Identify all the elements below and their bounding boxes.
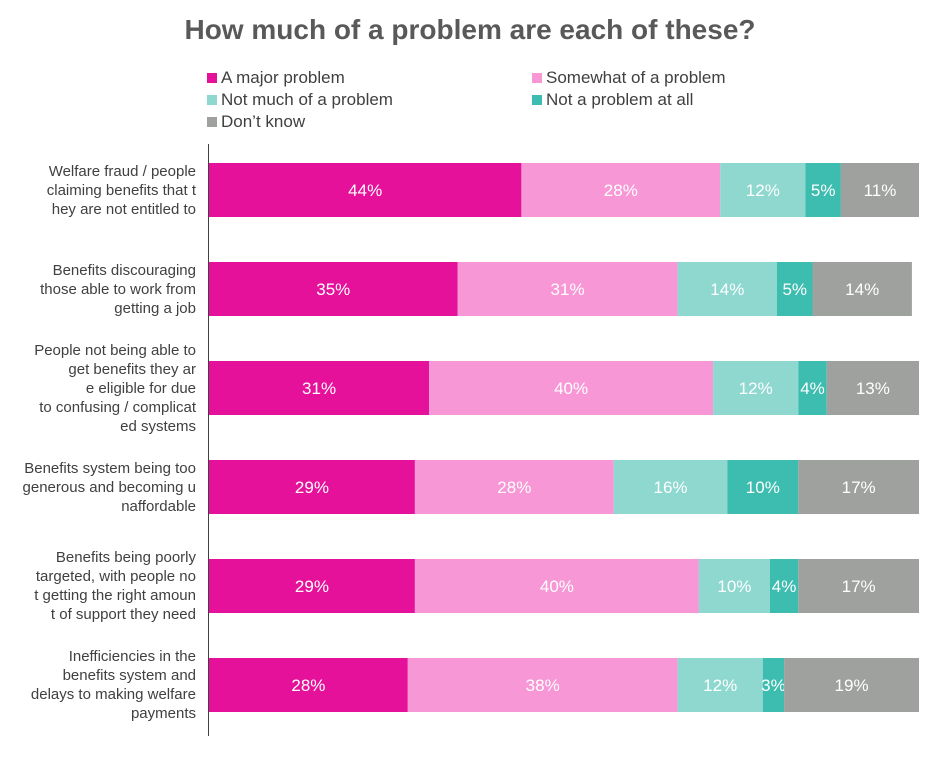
data-label-row3-series2: 16% [653,478,687,497]
data-label-row2-series0: 31% [302,379,336,398]
category-label-poorly-targeted: Benefits being poorly targeted, with peop… [34,549,196,623]
data-label-row1-series1: 31% [551,280,585,299]
bar-segment-row4-series0 [209,559,415,613]
data-label-row3-series0: 29% [295,478,329,497]
bar-segment-row0-series2 [720,163,806,217]
data-label-row1-series3: 5% [782,280,807,299]
data-label-row0-series1: 28% [604,181,638,200]
bar-segment-row0-series0 [209,163,522,217]
legend-swatch-dont-know [207,117,217,127]
data-label-row2-series1: 40% [554,379,588,398]
data-label-row0-series3: 5% [811,181,836,200]
legend-swatch-not-at-all [532,95,542,105]
bar-segment-row3-series1 [414,460,614,514]
category-label-too-generous: Benefits system being too generous and be… [22,460,196,515]
bar-segment-row2-series0 [209,361,430,415]
bar-segment-row4-series2 [698,559,770,613]
bar-segment-row2-series4 [826,361,919,415]
bar-segment-row3-series2 [613,460,728,514]
data-label-row4-series0: 29% [295,577,329,596]
bar-segment-row4-series4 [798,559,919,613]
bar-segment-row5-series1 [407,658,678,712]
data-label-row1-series2: 14% [710,280,744,299]
category-label-not-able-to-get: People not being able to get benefits the… [34,342,196,435]
bar-segment-row5-series3 [762,658,785,712]
bar-segment-row2-series2 [713,361,799,415]
legend-swatch-major [207,73,217,83]
data-label-row2-series3: 4% [800,379,825,398]
data-label-row5-series1: 38% [526,676,560,695]
bar-segment-row1-series4 [812,262,912,316]
category-label-discouraging-work: Benefits discouraging those able to work … [40,262,196,317]
category-axis-line [208,144,209,736]
data-label-row4-series2: 10% [717,577,751,596]
bar-segment-row0-series3 [805,163,841,217]
bar-segment-row0-series4 [840,163,919,217]
data-label-row5-series2: 12% [703,676,737,695]
data-label-row3-series1: 28% [497,478,531,497]
bar-segment-row3-series4 [798,460,919,514]
bar-segment-row1-series0 [209,262,458,316]
bar-segment-row3-series3 [727,460,799,514]
legend-label-somewhat: Somewhat of a problem [546,68,726,87]
data-label-row4-series1: 40% [540,577,574,596]
chart-title: How much of a problem are each of these? [184,14,756,45]
data-label-row5-series4: 19% [835,676,869,695]
legend-label-not-at-all: Not a problem at all [546,90,694,109]
data-label-row5-series3: 3% [761,676,786,695]
data-label-row0-series2: 12% [746,181,780,200]
bar-segment-row5-series4 [784,658,919,712]
bar-segment-row1-series1 [457,262,678,316]
bar-segment-row0-series1 [521,163,721,217]
bar-segment-row2-series1 [429,361,714,415]
data-label-row5-series0: 28% [291,676,325,695]
legend-label-major: A major problem [221,68,345,87]
data-label-row2-series2: 12% [739,379,773,398]
bar-segment-row2-series3 [798,361,827,415]
bar-segment-row5-series2 [677,658,763,712]
legend-swatch-not-much [207,95,217,105]
data-label-row0-series0: 44% [348,181,382,200]
data-label-row0-series4: 11% [864,181,897,200]
data-label-row2-series4: 13% [856,379,890,398]
data-label-row4-series3: 4% [772,577,797,596]
bar-segment-row3-series0 [209,460,415,514]
data-label-row3-series3: 10% [746,478,780,497]
bar-segment-row5-series0 [209,658,408,712]
legend-label-not-much: Not much of a problem [221,90,393,109]
data-label-row3-series4: 17% [842,478,876,497]
legend-label-dont-know: Don’t know [221,112,306,131]
bar-segment-row1-series2 [677,262,777,316]
category-label-welfare-fraud: Welfare fraud / people claiming benefits … [46,163,196,218]
data-label-row1-series0: 35% [316,280,350,299]
data-label-row4-series4: 17% [842,577,876,596]
category-label-inefficiencies: Inefficiencies in the benefits system and… [30,648,196,722]
legend-swatch-somewhat [532,73,542,83]
bar-segment-row1-series3 [777,262,813,316]
bar-segment-row4-series3 [769,559,799,613]
bar-segment-row4-series1 [414,559,699,613]
data-label-row1-series4: 14% [845,280,879,299]
